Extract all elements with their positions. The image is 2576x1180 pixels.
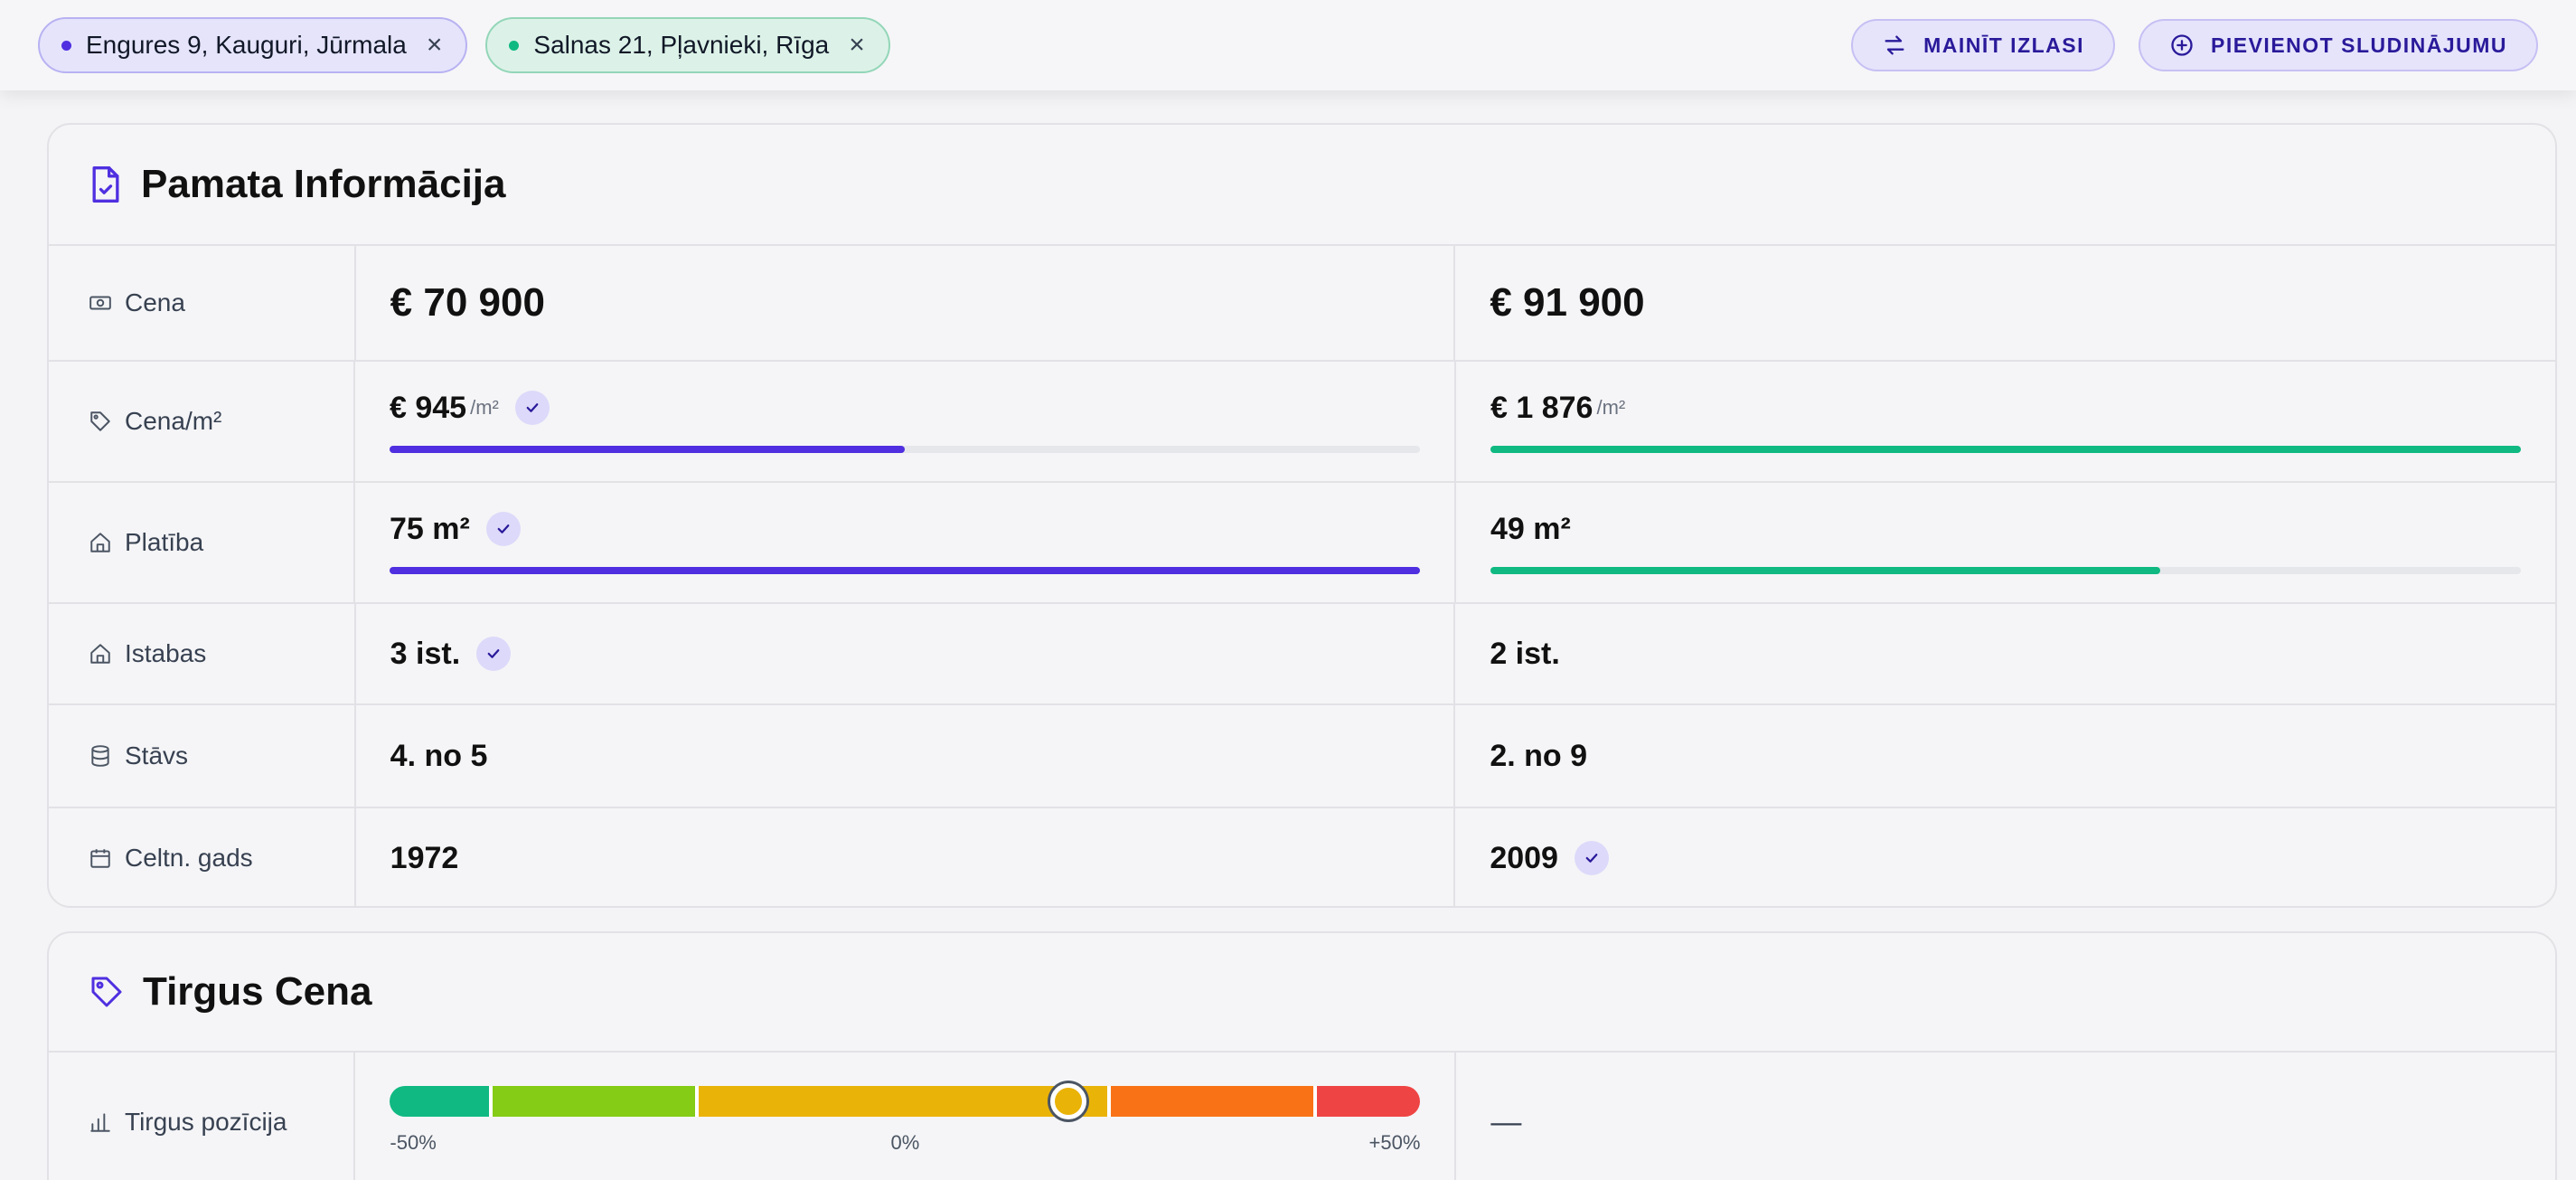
section-title: Pamata Informācija — [141, 162, 506, 206]
area-a: 75 m² — [390, 511, 470, 546]
cell-b: 2 ist. — [1455, 604, 2555, 703]
plus-circle-icon — [2171, 34, 2193, 56]
floor-b: 2. no 9 — [1490, 738, 1588, 773]
scale-ticks: -50% 0% +50% — [390, 1131, 1420, 1158]
cell-b: — — [1456, 1053, 2555, 1180]
document-check-icon — [92, 166, 119, 203]
area-bar-a — [390, 566, 1420, 574]
scale-segment — [699, 1086, 1112, 1117]
cell-a: 4. no 5 — [356, 705, 1456, 807]
cell-a: -50% 0% +50% — [355, 1053, 1457, 1180]
market-price-card: Tirgus Cena Tirgus pozīcija -50% 0% +50%… — [47, 931, 2557, 1180]
tick-label: +50% — [1368, 1131, 1421, 1154]
row-market-position: Tirgus pozīcija -50% 0% +50% — — [49, 1053, 2555, 1180]
market-price-header: Tirgus Cena — [49, 933, 2555, 1053]
listing-b-dot — [509, 40, 520, 51]
market-position-marker — [1049, 1083, 1086, 1119]
row-year: Celtn. gads 1972 2009 — [49, 808, 2555, 906]
change-selection-label: MAINĪT IZLASI — [1923, 33, 2085, 57]
tag-icon — [90, 411, 110, 431]
tag-icon — [91, 977, 122, 1007]
check-icon — [485, 512, 521, 546]
cell-a: 3 ist. — [356, 604, 1456, 703]
row-floor: Stāvs 4. no 5 2. no 9 — [49, 705, 2555, 808]
market-position-label: Tirgus pozīcija — [125, 1108, 287, 1136]
listing-a-dot — [61, 40, 71, 51]
scale-segment — [1111, 1086, 1318, 1117]
tab-listing-b-label: Salnas 21, Pļavnieki, Rīga — [533, 31, 830, 59]
row-label: Celtn. gads — [49, 808, 356, 906]
tick-label: 0% — [890, 1131, 920, 1154]
row-price-per-sqm: Cena/m² € 945 /m² € 1 876 /m² — [49, 362, 2555, 483]
price-a: € 70 900 — [390, 280, 545, 325]
price-per-sqm-a: € 945 — [390, 390, 467, 425]
price-per-sqm-b: € 1 876 — [1490, 390, 1594, 425]
year-a: 1972 — [390, 840, 459, 875]
cell-b: 2. no 9 — [1455, 705, 2555, 807]
tab-listing-b[interactable]: Salnas 21, Pļavnieki, Rīga × — [485, 17, 890, 73]
cell-a: 75 m² — [355, 483, 1456, 602]
rooms-a: 3 ist. — [390, 636, 461, 671]
change-selection-button[interactable]: MAINĪT IZLASI — [1851, 19, 2116, 71]
close-icon[interactable]: × — [849, 30, 865, 60]
row-label: Cena — [49, 246, 356, 360]
section-title: Tirgus Cena — [143, 969, 372, 1014]
area-b: 49 m² — [1490, 511, 1571, 546]
basic-info-header: Pamata Informācija — [49, 125, 2555, 246]
cell-a: € 945 /m² — [355, 362, 1456, 481]
calendar-icon — [90, 849, 110, 868]
year-b: 2009 — [1490, 840, 1558, 875]
cell-b: 49 m² — [1456, 483, 2555, 602]
area-bar-b — [1490, 566, 2521, 574]
row-label: Platība — [49, 483, 355, 602]
cell-b: € 1 876 /m² — [1456, 362, 2555, 481]
rooms-b: 2 ist. — [1490, 636, 1560, 671]
close-icon[interactable]: × — [426, 30, 443, 60]
comparison-toolbar: Engures 9, Kauguri, Jūrmala × Salnas 21,… — [0, 0, 2576, 90]
rooms-label: Istabas — [125, 639, 207, 667]
row-area: Platība 75 m² 49 m² — [49, 483, 2555, 604]
check-icon — [514, 391, 550, 425]
add-listing-button[interactable]: PIEVIENOT SLUDINĀJUMU — [2139, 19, 2538, 71]
unit: /m² — [470, 396, 499, 419]
row-label: Tirgus pozīcija — [49, 1053, 356, 1180]
scale-segment — [1317, 1086, 1421, 1117]
cell-b: 2009 — [1455, 808, 2555, 906]
home-icon — [90, 644, 110, 664]
price-b: € 91 900 — [1490, 280, 1645, 325]
price-label: Cena — [125, 288, 185, 316]
basic-info-card: Pamata Informācija Cena € 70 900 € 91 90… — [47, 123, 2557, 908]
bar-chart-icon — [90, 1113, 110, 1132]
check-icon — [476, 637, 512, 671]
tick-label: -50% — [390, 1131, 437, 1154]
add-listing-label: PIEVIENOT SLUDINĀJUMU — [2211, 33, 2507, 57]
cell-a: € 70 900 — [356, 246, 1456, 360]
scale-segment — [390, 1086, 494, 1117]
price-per-sqm-bar-a — [390, 445, 1420, 453]
check-icon — [1574, 841, 1609, 875]
tab-listing-a[interactable]: Engures 9, Kauguri, Jūrmala × — [38, 17, 468, 73]
home-icon — [90, 533, 110, 552]
floor-a: 4. no 5 — [390, 738, 488, 773]
cell-a: 1972 — [356, 808, 1456, 906]
market-position-scale — [390, 1083, 1421, 1119]
tab-listing-a-label: Engures 9, Kauguri, Jūrmala — [86, 31, 407, 59]
banknote-icon — [89, 296, 111, 310]
row-label: Stāvs — [49, 705, 356, 807]
row-price: Cena € 70 900 € 91 900 — [49, 246, 2555, 362]
scale-segment — [493, 1086, 700, 1117]
year-label: Celtn. gads — [125, 844, 253, 872]
row-rooms: Istabas 3 ist. 2 ist. — [49, 604, 2555, 705]
unit: /m² — [1596, 396, 1626, 419]
row-label: Istabas — [49, 604, 356, 703]
market-position-b: — — [1490, 1104, 1522, 1139]
price-per-sqm-bar-b — [1490, 445, 2521, 453]
floor-label: Stāvs — [125, 741, 189, 769]
row-label: Cena/m² — [49, 362, 355, 481]
price-per-sqm-label: Cena/m² — [125, 407, 222, 435]
cell-b: € 91 900 — [1455, 246, 2555, 360]
swap-icon — [1885, 35, 1904, 55]
layers-icon — [91, 745, 109, 767]
area-label: Platība — [125, 528, 204, 556]
